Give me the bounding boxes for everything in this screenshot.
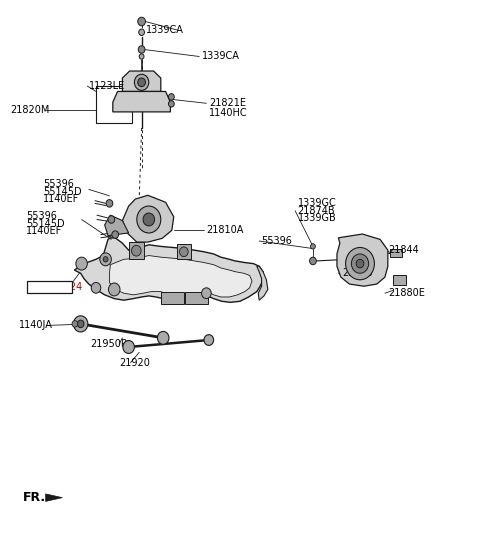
Circle shape: [157, 331, 169, 344]
Text: 21880E: 21880E: [388, 288, 425, 298]
Circle shape: [138, 78, 145, 87]
Text: 1140EF: 1140EF: [43, 194, 80, 204]
FancyBboxPatch shape: [27, 281, 72, 293]
Circle shape: [138, 46, 145, 53]
Circle shape: [72, 321, 78, 327]
Circle shape: [106, 200, 113, 207]
Circle shape: [100, 253, 111, 266]
Text: 1339GC: 1339GC: [298, 199, 336, 208]
Text: 1339CA: 1339CA: [146, 25, 184, 34]
Text: FR.: FR.: [23, 491, 46, 504]
Circle shape: [351, 254, 369, 273]
Text: 1339GB: 1339GB: [298, 214, 336, 223]
Text: 60-624: 60-624: [48, 282, 82, 292]
Circle shape: [180, 247, 188, 257]
Circle shape: [108, 283, 120, 296]
Text: 21950R: 21950R: [90, 339, 128, 349]
Text: 21820M: 21820M: [11, 105, 50, 115]
Circle shape: [112, 231, 119, 238]
Circle shape: [204, 335, 214, 345]
Text: 21821E: 21821E: [209, 98, 246, 108]
Circle shape: [73, 316, 88, 332]
Text: 1140EF: 1140EF: [26, 226, 63, 236]
Text: 21920: 21920: [119, 358, 150, 367]
Bar: [393, 275, 406, 285]
Bar: [96, 86, 132, 123]
Circle shape: [356, 259, 364, 268]
Text: 55396: 55396: [26, 211, 57, 221]
Text: 1140HC: 1140HC: [209, 108, 247, 118]
Circle shape: [137, 206, 161, 233]
Text: 21830: 21830: [342, 268, 372, 278]
Bar: [185, 292, 208, 304]
Text: 1339CA: 1339CA: [202, 52, 240, 61]
Text: 55396: 55396: [262, 236, 292, 246]
Polygon shape: [74, 238, 263, 302]
Circle shape: [123, 341, 134, 353]
Circle shape: [76, 257, 87, 270]
Text: 55145D: 55145D: [43, 187, 82, 196]
Circle shape: [139, 54, 144, 59]
Polygon shape: [113, 91, 170, 112]
Circle shape: [168, 101, 174, 107]
Polygon shape: [109, 256, 252, 297]
Circle shape: [310, 257, 316, 265]
Text: 55396: 55396: [43, 179, 74, 189]
Polygon shape: [337, 234, 388, 286]
Polygon shape: [257, 266, 268, 300]
Circle shape: [108, 216, 115, 223]
Bar: [390, 249, 402, 257]
Circle shape: [132, 245, 141, 256]
Circle shape: [134, 74, 149, 90]
Bar: [177, 244, 191, 259]
Circle shape: [202, 288, 211, 299]
Text: 21874B: 21874B: [298, 206, 335, 216]
Circle shape: [91, 282, 101, 293]
Bar: [129, 242, 144, 259]
Circle shape: [139, 29, 144, 36]
Circle shape: [143, 213, 155, 226]
Polygon shape: [105, 215, 129, 236]
Circle shape: [138, 17, 145, 26]
Circle shape: [77, 320, 84, 328]
Text: 21810A: 21810A: [206, 225, 244, 235]
Circle shape: [168, 94, 174, 100]
Polygon shape: [122, 71, 161, 91]
Text: 1123LE: 1123LE: [89, 81, 125, 91]
Bar: [161, 292, 184, 304]
Polygon shape: [46, 494, 62, 501]
Polygon shape: [122, 195, 174, 242]
Circle shape: [311, 244, 315, 249]
Text: REF.: REF.: [30, 282, 53, 292]
Text: 55145D: 55145D: [26, 219, 65, 229]
Text: 21844: 21844: [388, 245, 419, 254]
Circle shape: [346, 247, 374, 280]
Text: 1140JA: 1140JA: [19, 321, 53, 330]
Circle shape: [103, 257, 108, 262]
